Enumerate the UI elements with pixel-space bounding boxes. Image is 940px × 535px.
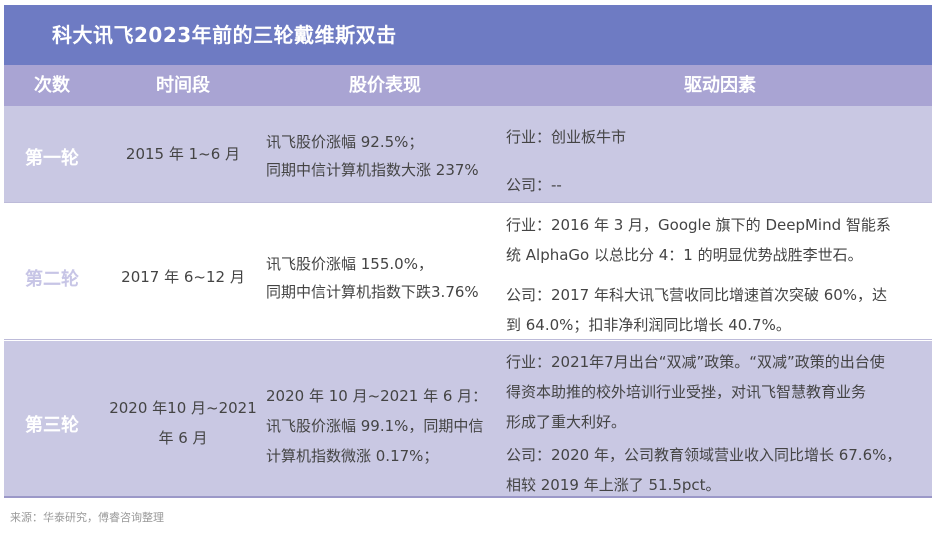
driver-line: 得资本助推的校外培训行业受挫，对讯飞智慧教育业务 bbox=[506, 383, 867, 401]
header-period: 时间段 bbox=[156, 75, 210, 96]
industry-driver: 行业：2016 年 3 月，Google 旗下的 DeepMind 智能系 统 … bbox=[506, 210, 891, 270]
company-driver: 公司：2017 年科大讯飞营收同比增速首次突破 60%，达 到 64.0%；扣非… bbox=[506, 280, 887, 340]
row-divider bbox=[4, 339, 932, 340]
performance-line: 同期中信计算机指数下跌3.76% bbox=[266, 283, 479, 301]
table-title: 科大讯飞2023年前的三轮戴维斯双击 bbox=[4, 5, 932, 65]
driver-line: 到 64.0%；扣非净利润同比增长 40.7%。 bbox=[506, 316, 791, 334]
driver-line: 公司：-- bbox=[506, 176, 562, 194]
performance-line: 讯飞股价涨幅 92.5%； bbox=[266, 133, 424, 151]
header-round: 次数 bbox=[34, 75, 70, 96]
company-driver: 公司：2020 年，公司教育领域营业收入同比增长 67.6%， 相较 2019 … bbox=[506, 440, 901, 500]
industry-driver: 行业：创业板牛市 bbox=[506, 122, 626, 152]
header-performance: 股价表现 bbox=[349, 75, 421, 96]
performance-line: 计算机指数微涨 0.17%； bbox=[266, 447, 439, 465]
driver-line: 相较 2019 年上涨了 51.5pct。 bbox=[506, 476, 721, 494]
period-cell: 2015 年 1~6 月 bbox=[104, 140, 262, 168]
table-row: 第二轮 2017 年 6~12 月 讯飞股价涨幅 155.0%， 同期中信计算机… bbox=[4, 203, 932, 339]
table-row: 第一轮 2015 年 1~6 月 讯飞股价涨幅 92.5%； 同期中信计算机指数… bbox=[4, 106, 932, 202]
table-bottom-border bbox=[4, 496, 932, 498]
driver-line: 公司：2017 年科大讯飞营收同比增速首次突破 60%，达 bbox=[506, 286, 888, 304]
performance-cell: 讯飞股价涨幅 155.0%， 同期中信计算机指数下跌3.76% bbox=[266, 250, 479, 306]
driver-line: 形成了重大利好。 bbox=[506, 413, 627, 431]
performance-cell: 讯飞股价涨幅 92.5%； 同期中信计算机指数大涨 237% bbox=[266, 128, 479, 184]
performance-line: 讯飞股价涨幅 99.1%，同期中信 bbox=[266, 417, 484, 435]
period-cell: 2017 年 6~12 月 bbox=[104, 263, 262, 291]
performance-line: 2020 年 10 月~2021 年 6 月： bbox=[266, 387, 488, 405]
header-drivers: 驱动因素 bbox=[684, 75, 756, 96]
driver-line: 行业：创业板牛市 bbox=[506, 128, 627, 146]
source-note: 来源：华泰研究，傅睿咨询整理 bbox=[10, 511, 164, 524]
round-label: 第一轮 bbox=[25, 148, 79, 169]
table-row: 第三轮 2020 年10 月~2021 年 6 月 2020 年 10 月~20… bbox=[4, 341, 932, 496]
performance-line: 同期中信计算机指数大涨 237% bbox=[266, 161, 479, 179]
period-line: 2020 年10 月~2021 bbox=[109, 399, 257, 417]
driver-line: 公司：2020 年，公司教育领域营业收入同比增长 67.6%， bbox=[506, 446, 902, 464]
company-driver: 公司：-- bbox=[506, 170, 562, 200]
period-line: 2015 年 1~6 月 bbox=[125, 145, 241, 163]
driver-line: 行业：2016 年 3 月，Google 旗下的 DeepMind 智能系 bbox=[506, 216, 891, 234]
row-divider bbox=[4, 202, 932, 203]
industry-driver: 行业：2021年7月出台“双减”政策。“双减”政策的出台使 得资本助推的校外培训… bbox=[506, 347, 885, 437]
period-line: 2017 年 6~12 月 bbox=[121, 268, 245, 286]
performance-line: 讯飞股价涨幅 155.0%， bbox=[266, 255, 433, 273]
period-cell: 2020 年10 月~2021 年 6 月 bbox=[104, 393, 262, 453]
round-label: 第二轮 bbox=[25, 269, 79, 290]
driver-line: 行业：2021年7月出台“双减”政策。“双减”政策的出台使 bbox=[506, 353, 885, 371]
table-header-row: 次数 时间段 股价表现 驱动因素 bbox=[4, 65, 932, 106]
round-label: 第三轮 bbox=[25, 415, 79, 436]
driver-line: 统 AlphaGo 以总比分 4：1 的明显优势战胜李世石。 bbox=[506, 246, 863, 264]
period-line: 年 6 月 bbox=[158, 429, 208, 447]
performance-cell: 2020 年 10 月~2021 年 6 月： 讯飞股价涨幅 99.1%，同期中… bbox=[266, 381, 487, 471]
